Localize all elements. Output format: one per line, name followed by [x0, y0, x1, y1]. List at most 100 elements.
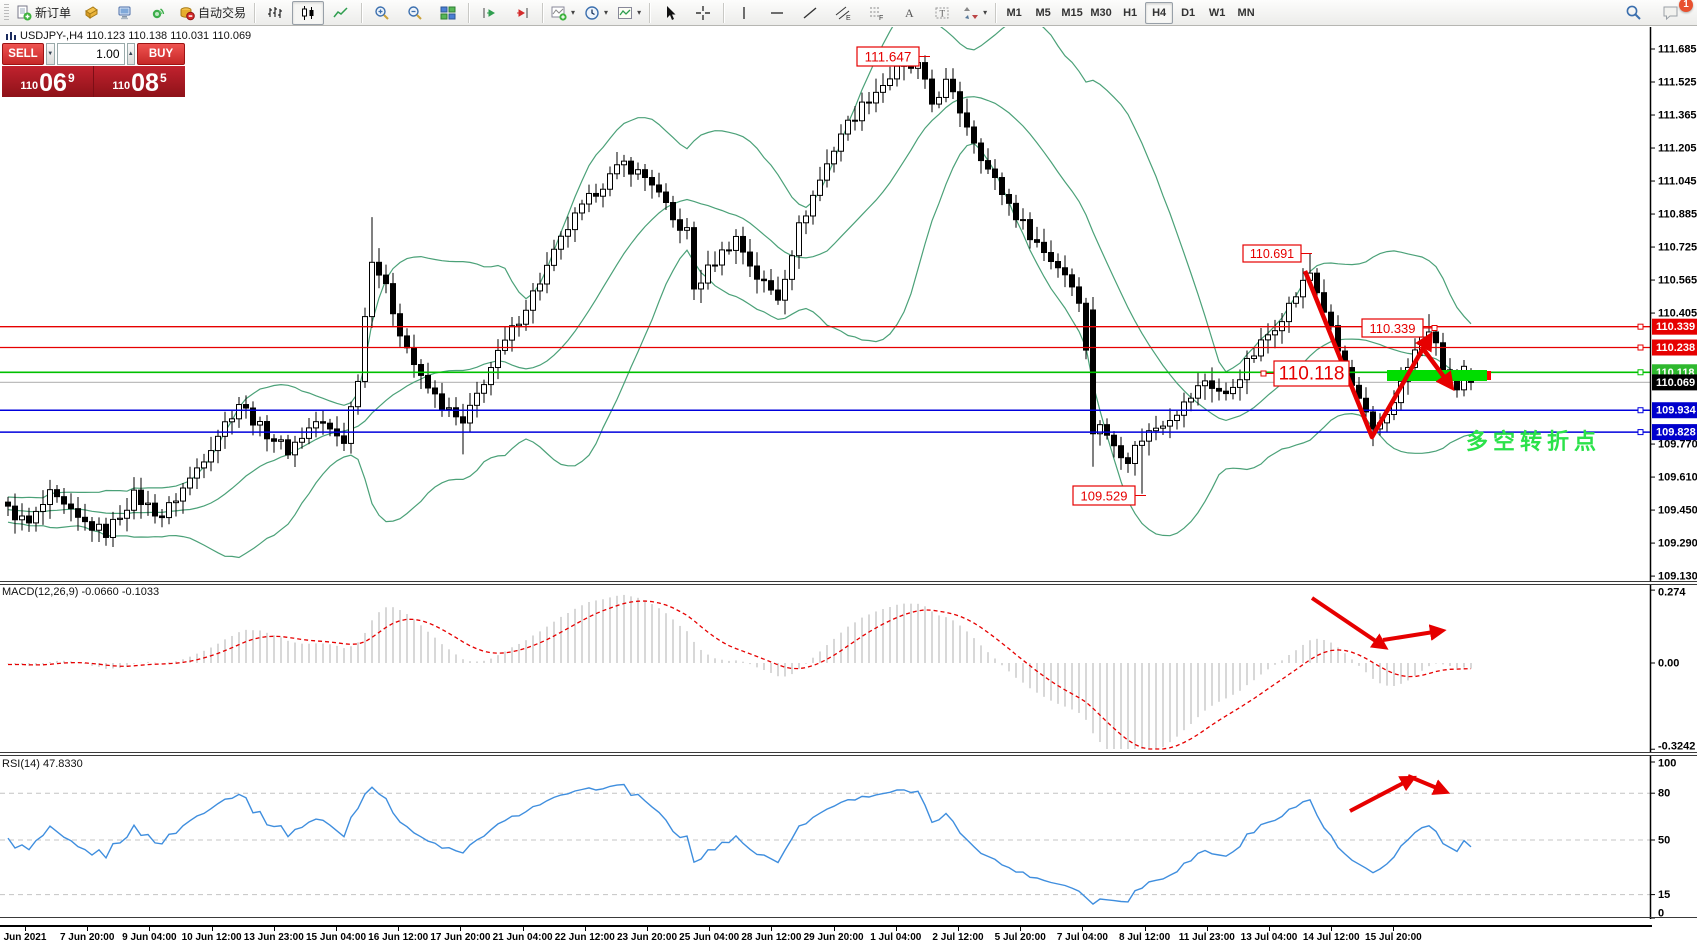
sell-price-pip: 9 [67, 71, 75, 85]
zoom-out-button[interactable] [399, 1, 431, 25]
main-chart-canvas[interactable]: 111.647 110.691 110.339 110.118 109.529 111.6… [0, 27, 1697, 581]
sell-button[interactable]: SELL [2, 43, 44, 65]
candle [852, 119, 858, 122]
equidistant-channel-button[interactable]: E [827, 1, 859, 25]
line-handle[interactable] [1637, 344, 1644, 351]
time-axis-tick [647, 927, 648, 931]
crosshair-button[interactable] [687, 1, 719, 25]
templates-button[interactable]: ▾ [613, 1, 645, 25]
line-chart-button[interactable] [325, 1, 357, 25]
vertical-line-button[interactable] [728, 1, 760, 25]
price-callout-110.339[interactable]: 110.339 [1361, 318, 1438, 338]
indicators-button[interactable]: ▾ [547, 1, 579, 25]
volume-input[interactable] [56, 43, 125, 65]
text-label-button[interactable]: T [926, 1, 958, 25]
dropdown-caret-icon[interactable]: ▾ [604, 8, 609, 17]
time-axis-tick [1020, 927, 1022, 931]
rsi-axis-label: 100 [1658, 758, 1676, 770]
toolbar-grip[interactable] [4, 3, 9, 22]
dropdown-caret-icon[interactable]: ▾ [571, 8, 576, 17]
volume-increase-button[interactable]: ▲ [126, 43, 135, 65]
candle [1104, 424, 1110, 436]
panel-separator[interactable] [0, 755, 1697, 756]
candle [999, 177, 1005, 196]
line-handle[interactable] [1637, 407, 1644, 414]
timeframe-w1[interactable]: W1 [1208, 6, 1226, 19]
timeframe-m5[interactable]: M5 [1035, 6, 1051, 19]
candle [180, 487, 186, 502]
candle [698, 282, 704, 290]
time-axis[interactable]: Jun 2021 7 Jun 20:00 9 Jun 04:00 10 Jun 12:… [0, 921, 1697, 946]
candle [1069, 274, 1075, 288]
svg-text:110.691: 110.691 [1250, 247, 1294, 261]
candle [950, 78, 956, 93]
arrows-button[interactable]: ▾ [959, 1, 991, 25]
text-button[interactable]: A [893, 1, 925, 25]
timeframe-m15[interactable]: M15 [1061, 6, 1083, 19]
trend-arrow[interactable] [1302, 270, 1433, 440]
periods-button[interactable]: ▾ [580, 1, 612, 25]
panel-separator[interactable] [0, 917, 1697, 918]
price-callout-110.118[interactable]: 110.118 [1260, 360, 1350, 387]
trend-arrow[interactable] [1422, 348, 1455, 392]
candle [467, 404, 473, 424]
volume-decrease-button[interactable]: ▼ [46, 43, 55, 65]
timeframe-m1[interactable]: M1 [1006, 6, 1022, 19]
timeframe-mn[interactable]: MN [1237, 6, 1255, 19]
panel-separator[interactable] [0, 752, 1697, 753]
buy-price[interactable]: 110 08 5 [94, 66, 185, 97]
chart-profiles-button[interactable] [76, 1, 108, 25]
rsi-trend-arrow[interactable] [1349, 775, 1417, 813]
timeframe-m30[interactable]: M30 [1090, 6, 1112, 19]
timeframe-d1[interactable]: D1 [1181, 6, 1196, 19]
time-axis-tick [1269, 927, 1270, 931]
terminal-button[interactable] [109, 1, 141, 25]
timeframe-h1[interactable]: H1 [1123, 6, 1138, 19]
rsi-trend-arrow[interactable] [1407, 774, 1451, 795]
panel-separator[interactable] [0, 584, 1697, 585]
auto-scroll-icon [481, 5, 497, 21]
new-order-button[interactable]: 新订单 [12, 1, 75, 25]
candlestick-chart-button[interactable] [292, 0, 325, 25]
candle [1020, 219, 1026, 222]
autotrading-button[interactable]: 自动交易 [175, 1, 250, 25]
macd-trend-arrow[interactable] [1310, 596, 1389, 650]
bollinger-lower-band [7, 142, 1472, 559]
search-button[interactable] [1617, 1, 1649, 25]
candle [362, 316, 368, 382]
cursor-icon [662, 5, 678, 21]
price-callout-111.647[interactable]: 111.647 [856, 46, 930, 67]
candle [1174, 414, 1180, 422]
price-callout-110.691[interactable]: 110.691 [1242, 244, 1312, 263]
line-handle[interactable] [1637, 323, 1644, 330]
line-handle[interactable] [1637, 429, 1644, 436]
rsi-panel-canvas[interactable]: 100 80 50 15 0 [0, 756, 1697, 919]
sell-price[interactable]: 110 06 9 [2, 66, 93, 97]
cursor-button[interactable] [654, 1, 686, 25]
auto-scroll-button[interactable] [473, 1, 505, 25]
horizontal-line-button[interactable] [761, 1, 793, 25]
timeframe-h4[interactable]: H4 [1145, 1, 1174, 24]
buy-button[interactable]: BUY [137, 43, 185, 65]
candle [285, 439, 291, 456]
dropdown-caret-icon[interactable]: ▾ [983, 8, 988, 17]
svg-text:F: F [879, 15, 883, 21]
dropdown-caret-icon[interactable]: ▾ [637, 8, 642, 17]
panel-separator[interactable] [0, 581, 1697, 582]
bar-chart-button[interactable] [259, 1, 291, 25]
fibonacci-button[interactable]: F [860, 1, 892, 25]
line-handle[interactable] [1637, 369, 1644, 376]
price-callout-109.529[interactable]: 109.529 [1072, 485, 1146, 506]
zoom-in-button[interactable] [366, 1, 398, 25]
support-highlight-bar[interactable] [1387, 370, 1487, 381]
macd-panel-canvas[interactable]: 0.274 0.00 -0.3242 [0, 585, 1697, 752]
trendline-button[interactable] [794, 1, 826, 25]
signals-button[interactable] [142, 1, 174, 25]
candle [719, 249, 725, 266]
candle [1048, 252, 1054, 263]
chart-shift-button[interactable] [506, 1, 538, 25]
trend-annotation-text[interactable]: 多空转折点 [1466, 429, 1602, 454]
tile-windows-button[interactable] [432, 1, 464, 25]
notifications-button[interactable]: 1 [1655, 0, 1693, 25]
macd-trend-arrow[interactable] [1382, 624, 1447, 642]
